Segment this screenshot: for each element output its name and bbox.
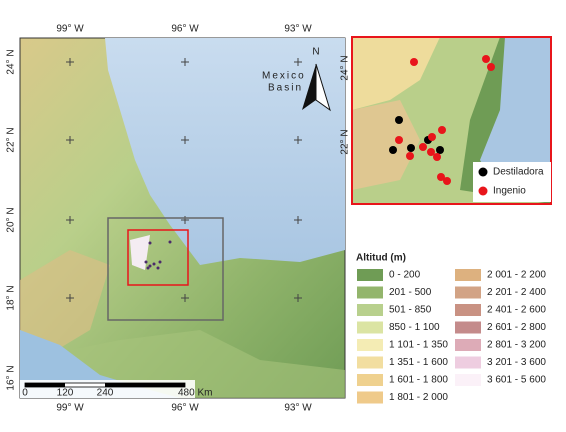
inset-legend-symbol (478, 167, 488, 177)
legend-label: 2 401 - 2 600 (487, 305, 546, 316)
legend-label: 2 201 - 2 400 (487, 287, 546, 298)
scale-label: 120 (57, 388, 74, 399)
lat-label: 16° N (6, 365, 17, 390)
north-arrow (315, 63, 331, 112)
highland (20, 250, 110, 360)
legend-label: 2 801 - 3 200 (487, 340, 546, 351)
lat-label: 22° N (6, 127, 17, 152)
legend-swatch (357, 356, 383, 369)
legend-label: 0 - 200 (389, 270, 421, 281)
legend-label: 1 601 - 1 800 (389, 375, 448, 386)
sea-label: Mexico (262, 71, 306, 82)
legend-swatch (455, 269, 481, 281)
sea-label: Basin (268, 83, 303, 94)
legend-label: 1 801 - 2 000 (389, 392, 448, 403)
inset-extent (107, 217, 224, 321)
legend-label: 850 - 1 100 (389, 322, 440, 333)
north-arrow (302, 64, 316, 110)
legend-label: 501 - 850 (389, 305, 432, 316)
lat-label: 18° N (6, 285, 17, 310)
inset-lat-label: 22° N (340, 129, 351, 154)
legend-label: 201 - 500 (389, 287, 432, 298)
lon-label: 93° W (284, 403, 312, 414)
legend-label: 2 001 - 2 200 (487, 270, 546, 281)
inset-sea (480, 37, 551, 200)
lon-label: 96° W (171, 403, 199, 414)
inset-frame (351, 36, 552, 205)
destiladora-points (389, 116, 444, 154)
lon-label: 93° W (284, 24, 312, 35)
legend-label: 3 201 - 3 600 (487, 357, 546, 368)
inset-legend-label: Destiladora (493, 167, 544, 178)
grid-crosses (66, 58, 302, 302)
legend-title: Altitud (m) (356, 253, 406, 264)
legend-swatch (455, 339, 481, 351)
main-map: Mexico Basin N 0 120 240 480 Km (19, 37, 346, 399)
lat-label: 20° N (6, 207, 17, 232)
inset-legend-symbol (478, 186, 488, 196)
sites (144, 240, 172, 270)
inset-highland (352, 100, 420, 190)
lon-label: 96° W (171, 24, 199, 35)
north-label: N (312, 47, 319, 58)
inset-highland (352, 37, 440, 110)
legend-label: 2 601 - 2 800 (487, 322, 546, 333)
legend-label: 3 601 - 5 600 (487, 375, 546, 386)
legend-label: 1 101 - 1 350 (389, 340, 448, 351)
scale-label: 0 (22, 388, 28, 399)
scale-label: 480 Km (178, 388, 212, 399)
inset-legend-label: Ingenio (493, 186, 526, 197)
legend-label: 1 351 - 1 600 (389, 357, 448, 368)
sea (105, 38, 345, 265)
lon-label: 99° W (56, 24, 84, 35)
study-area (127, 229, 189, 286)
legend-swatch (357, 391, 383, 404)
legend-swatch (455, 304, 481, 316)
legend-swatch (357, 286, 383, 299)
inset-lat-label: 24° N (340, 55, 351, 80)
legend-swatch (357, 304, 383, 316)
coordinates: 99° W 99° W 96° W 96° W 93° W 93° W 24° N 22° N… (6, 24, 313, 414)
legend-swatch (455, 321, 481, 334)
legend-swatch (357, 321, 383, 334)
inset-map: Destiladora Ingenio 24° N 22° N (340, 36, 552, 205)
lon-label: 99° W (56, 403, 84, 414)
scale-bar (25, 383, 65, 387)
legend-swatch (455, 374, 481, 386)
scale-label: 240 (97, 388, 114, 399)
legend-swatch (455, 356, 481, 369)
scale-bar (105, 383, 185, 387)
legend-swatch (357, 339, 383, 351)
legend-swatch (455, 286, 481, 299)
ingenio-points (395, 55, 495, 185)
legend-swatch (357, 269, 383, 281)
legend: Altitud (m) 0 - 200 201 - 500 501 - 850 850… (356, 253, 546, 404)
legend-swatch (357, 374, 383, 386)
lat-label: 24° N (6, 49, 17, 74)
